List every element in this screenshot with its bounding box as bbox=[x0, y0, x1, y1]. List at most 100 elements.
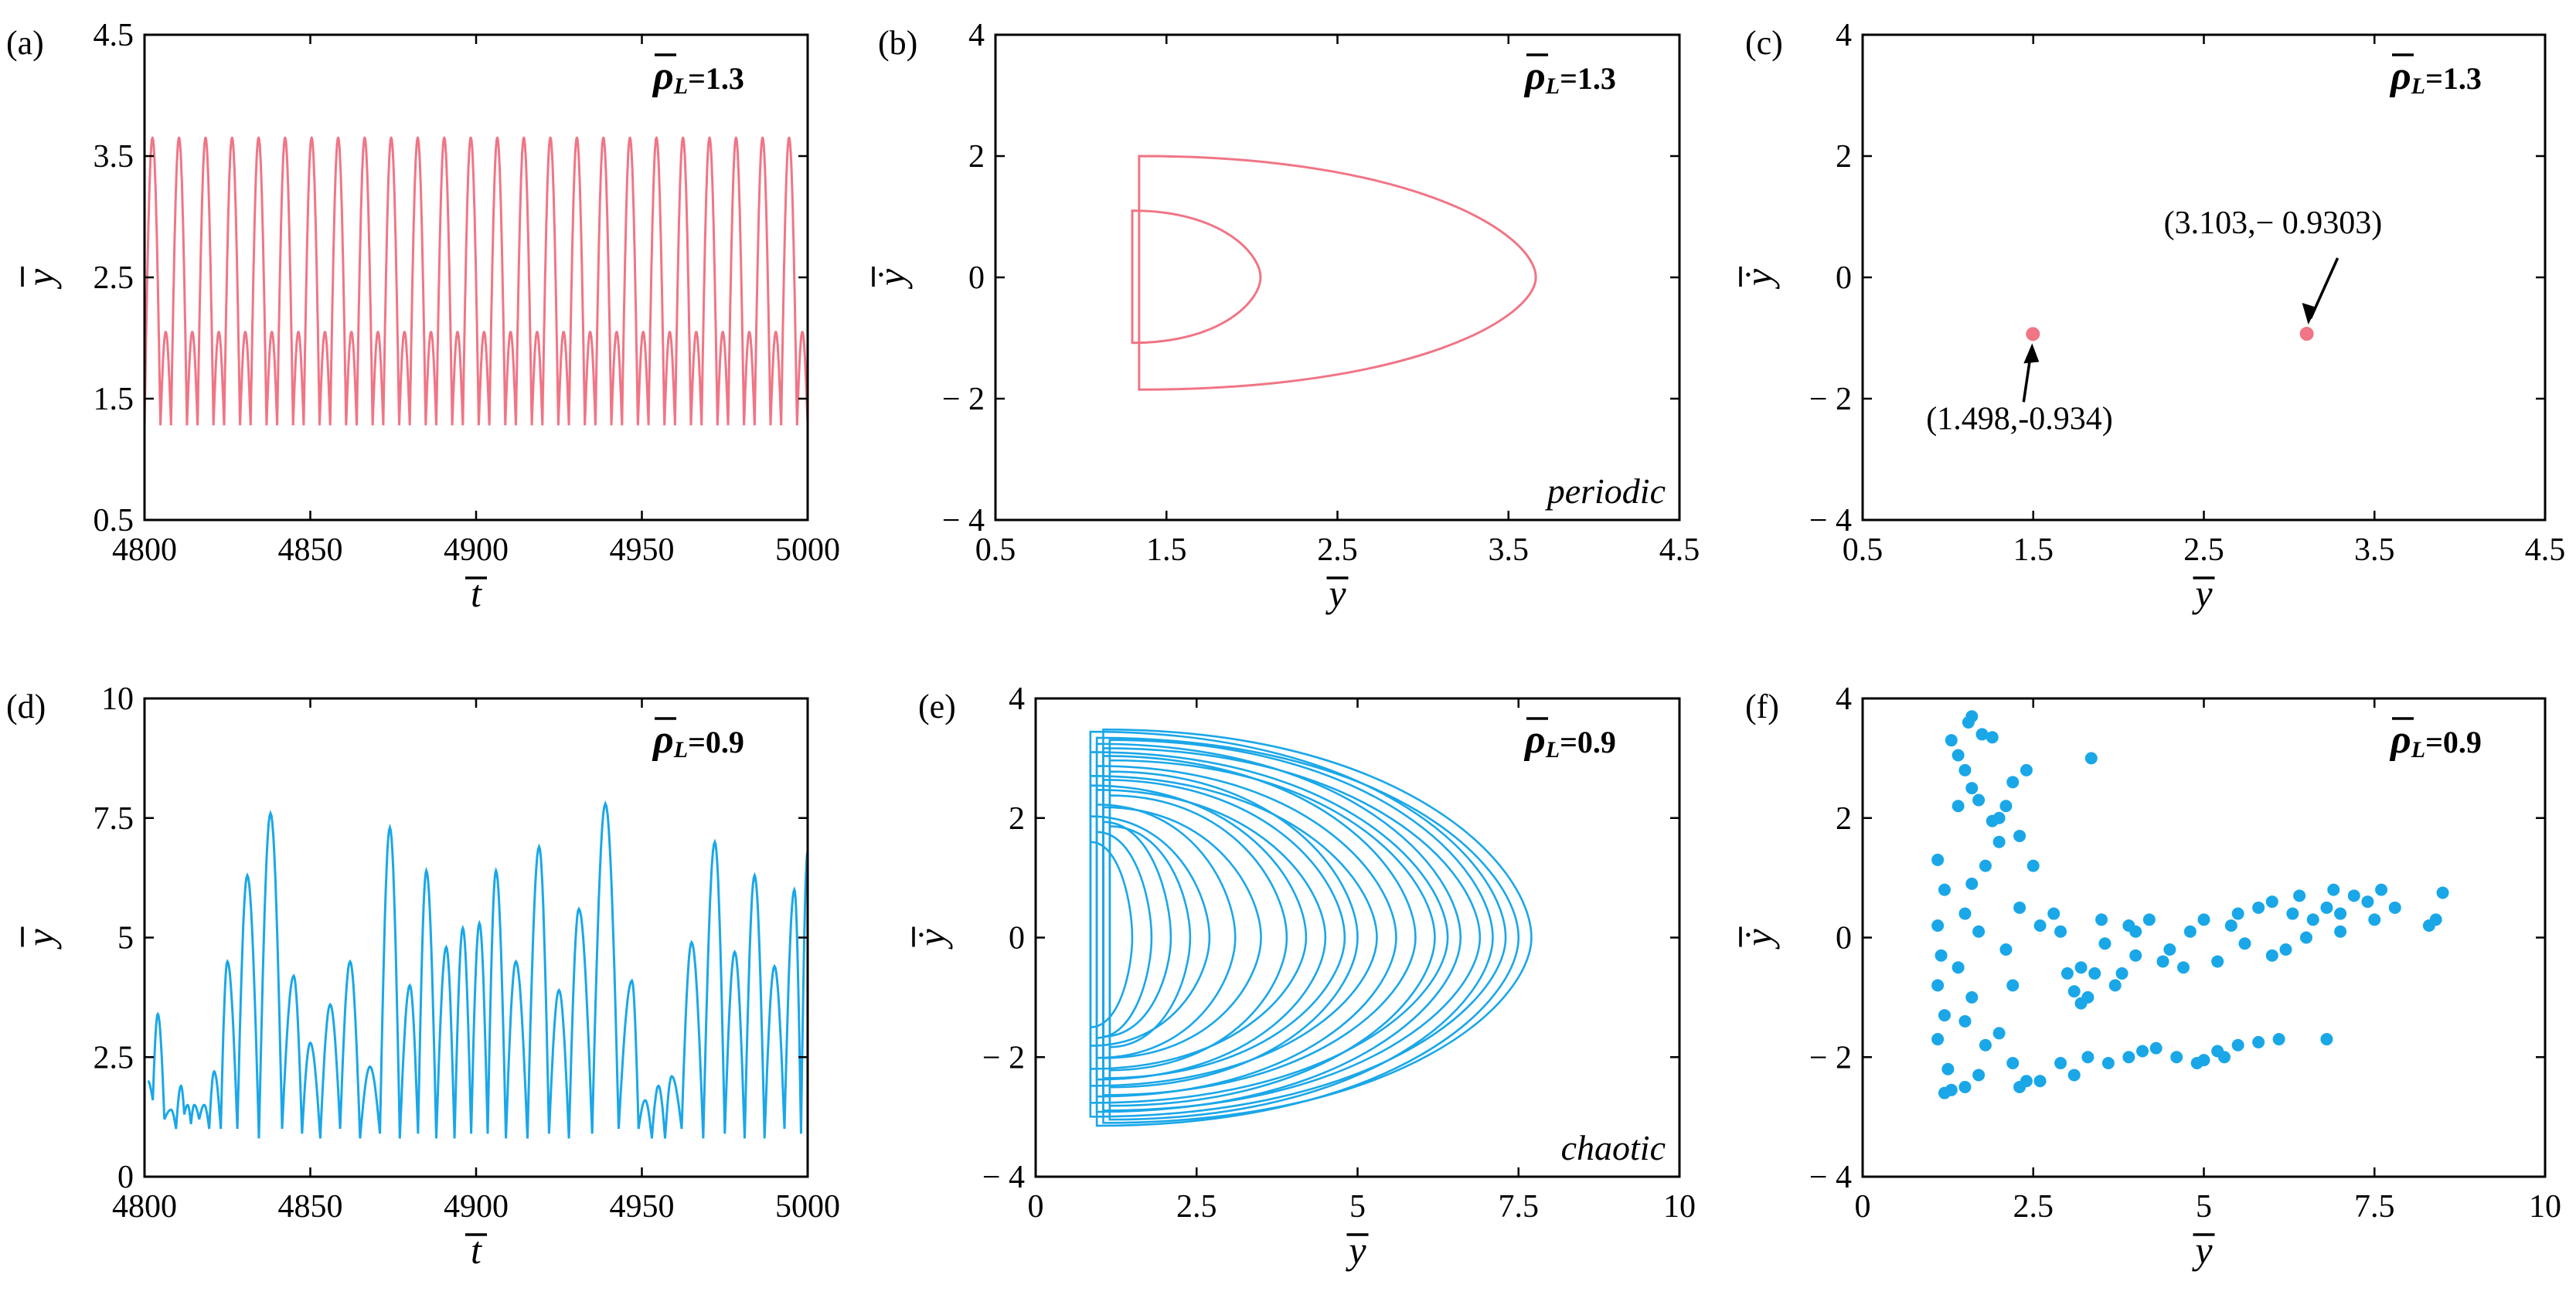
poincare-point-67 bbox=[2149, 1041, 2163, 1055]
y-tick-label: 4 bbox=[1836, 681, 1852, 717]
rho-annotation: ρL=1.3 bbox=[652, 54, 744, 99]
x-tick-label: 0.5 bbox=[1843, 532, 1884, 568]
panel-b: 0.5 1.5 2.5 3.5 4.5− 4− 2024(b)yẏρL=1.3perio… bbox=[869, 18, 1700, 615]
y-tick-label: 0 bbox=[968, 260, 985, 296]
rho-annotation: ρL=0.9 bbox=[1523, 718, 1616, 763]
x-tick-label: 2.5 bbox=[2183, 532, 2224, 568]
x-tick-label: 10 bbox=[2529, 1189, 2561, 1225]
y-tick-label: 0.5 bbox=[94, 503, 134, 539]
rho-annotation: ρL=1.3 bbox=[1523, 54, 1616, 99]
x-tick-label: 2.5 bbox=[2013, 1189, 2054, 1225]
poincare-point-30 bbox=[1979, 1038, 1992, 1052]
poincare-point-11 bbox=[1945, 734, 1958, 747]
x-tick-label: 1.5 bbox=[1146, 532, 1187, 568]
x-tick-label: 5000 bbox=[775, 532, 840, 568]
x-tick-label: 4850 bbox=[278, 532, 343, 568]
poincare-point-104 bbox=[2286, 907, 2299, 920]
y-tick-label: − 4 bbox=[942, 503, 985, 539]
rho-subscript: L bbox=[2411, 737, 2425, 763]
y-tick-label: 0 bbox=[1836, 921, 1852, 957]
poincare-point-44 bbox=[2033, 1075, 2047, 1088]
y-axis-label: ẏ bbox=[1737, 929, 1780, 950]
orbit-17 bbox=[1095, 742, 1462, 1113]
orbit-8 bbox=[1089, 784, 1308, 1070]
panel-label: (e) bbox=[918, 688, 956, 725]
rho-symbol: ρ bbox=[2389, 54, 2411, 98]
y-tick-label: 2 bbox=[1009, 801, 1025, 837]
y-tick-label: − 4 bbox=[1809, 503, 1852, 539]
poincare-point-10 bbox=[1958, 1080, 1972, 1093]
poincare-point-24 bbox=[1965, 877, 1979, 890]
poincare-point-108 bbox=[2122, 919, 2135, 933]
panel-c: 0.5 1.5 2.5 3.5 4.5− 4− 2024(c)yẏρL=1.3(1.49… bbox=[1737, 18, 2565, 615]
axes-box bbox=[994, 33, 1681, 522]
x-tick-label: 1.5 bbox=[2013, 532, 2054, 568]
orbit-16 bbox=[1089, 751, 1449, 1104]
poincare-point-48 bbox=[2054, 925, 2067, 938]
poincare-point-76 bbox=[2217, 1051, 2231, 1064]
y-axis-label: y bbox=[19, 268, 62, 290]
x-tick-label: 5 bbox=[2196, 1189, 2212, 1225]
x-tick-label: 2.5 bbox=[1317, 532, 1358, 568]
x-tick-label: 4900 bbox=[444, 532, 509, 568]
y-tick-label: 4.5 bbox=[94, 18, 134, 53]
poincare-point-5 bbox=[1938, 1009, 1951, 1022]
point-label-2: (3.103,− 0.9303) bbox=[2164, 206, 2383, 241]
poincare-point-22 bbox=[1992, 835, 2006, 848]
y-tick-label: 2 bbox=[968, 139, 985, 175]
orbit-9 bbox=[1095, 789, 1327, 1081]
poincare-point-65 bbox=[2122, 1051, 2135, 1064]
rho-annotation: ρL=1.3 bbox=[2389, 54, 2482, 99]
poincare-point-96 bbox=[2429, 913, 2442, 926]
orbit-15 bbox=[1108, 759, 1436, 1107]
rho-symbol: ρ bbox=[652, 54, 674, 98]
poincare-point-75 bbox=[2197, 1054, 2210, 1067]
poincare-point-71 bbox=[2231, 1038, 2244, 1052]
poincare-point-25 bbox=[1958, 907, 1972, 920]
poincare-point-0 bbox=[2026, 327, 2040, 341]
poincare-point-45 bbox=[2013, 1080, 2026, 1093]
plot-area bbox=[1131, 155, 1537, 391]
poincare-point-32 bbox=[1992, 811, 2006, 824]
rho-value: =1.3 bbox=[688, 61, 744, 96]
poincare-point-85 bbox=[2265, 895, 2278, 909]
poincare-point-42 bbox=[2006, 1056, 2020, 1069]
poincare-point-58 bbox=[2108, 979, 2122, 992]
regime-annotation: periodic bbox=[1545, 471, 1666, 511]
y-axis-label-group: ẏ bbox=[869, 267, 913, 290]
rho-value: =0.9 bbox=[1560, 725, 1616, 759]
y-tick-label: 5 bbox=[117, 921, 134, 957]
arrow-1-head bbox=[2023, 343, 2040, 364]
y-tick-label: 4 bbox=[1836, 18, 1852, 53]
arrow-2-head bbox=[2302, 303, 2317, 325]
x-tick-label: 7.5 bbox=[2354, 1189, 2395, 1225]
poincare-point-83 bbox=[2238, 937, 2251, 950]
poincare-point-61 bbox=[2054, 1056, 2067, 1069]
poincare-point-47 bbox=[2047, 907, 2060, 920]
y-tick-label: − 4 bbox=[1809, 1160, 1852, 1195]
rho-subscript: L bbox=[2411, 73, 2425, 99]
poincare-point-41 bbox=[1992, 1027, 2006, 1040]
poincare-point-100 bbox=[2265, 949, 2278, 962]
poincare-point-14 bbox=[1965, 710, 1979, 723]
x-axis-label: t bbox=[471, 1228, 482, 1272]
y-axis-label-group: ẏ bbox=[1737, 267, 1780, 290]
poincare-point-7 bbox=[1941, 1062, 1955, 1075]
poincare-point-77 bbox=[2142, 913, 2156, 926]
poincare-point-29 bbox=[1958, 1014, 1972, 1028]
poincare-point-79 bbox=[2183, 925, 2197, 938]
poincare-point-23 bbox=[1979, 859, 1992, 872]
series-line bbox=[145, 136, 808, 426]
poincare-point-36 bbox=[2013, 829, 2026, 842]
panel-label: (d) bbox=[6, 688, 46, 725]
orbit-22 bbox=[1102, 728, 1533, 1124]
x-tick-label: 5000 bbox=[775, 1189, 840, 1225]
y-tick-label: 4 bbox=[1009, 681, 1025, 717]
poincare-point-56 bbox=[2095, 913, 2108, 926]
orbit-5 bbox=[1095, 804, 1237, 1059]
panel-label: (a) bbox=[6, 24, 44, 62]
poincare-point-86 bbox=[2279, 943, 2292, 956]
y-tick-label: − 2 bbox=[982, 1040, 1025, 1075]
